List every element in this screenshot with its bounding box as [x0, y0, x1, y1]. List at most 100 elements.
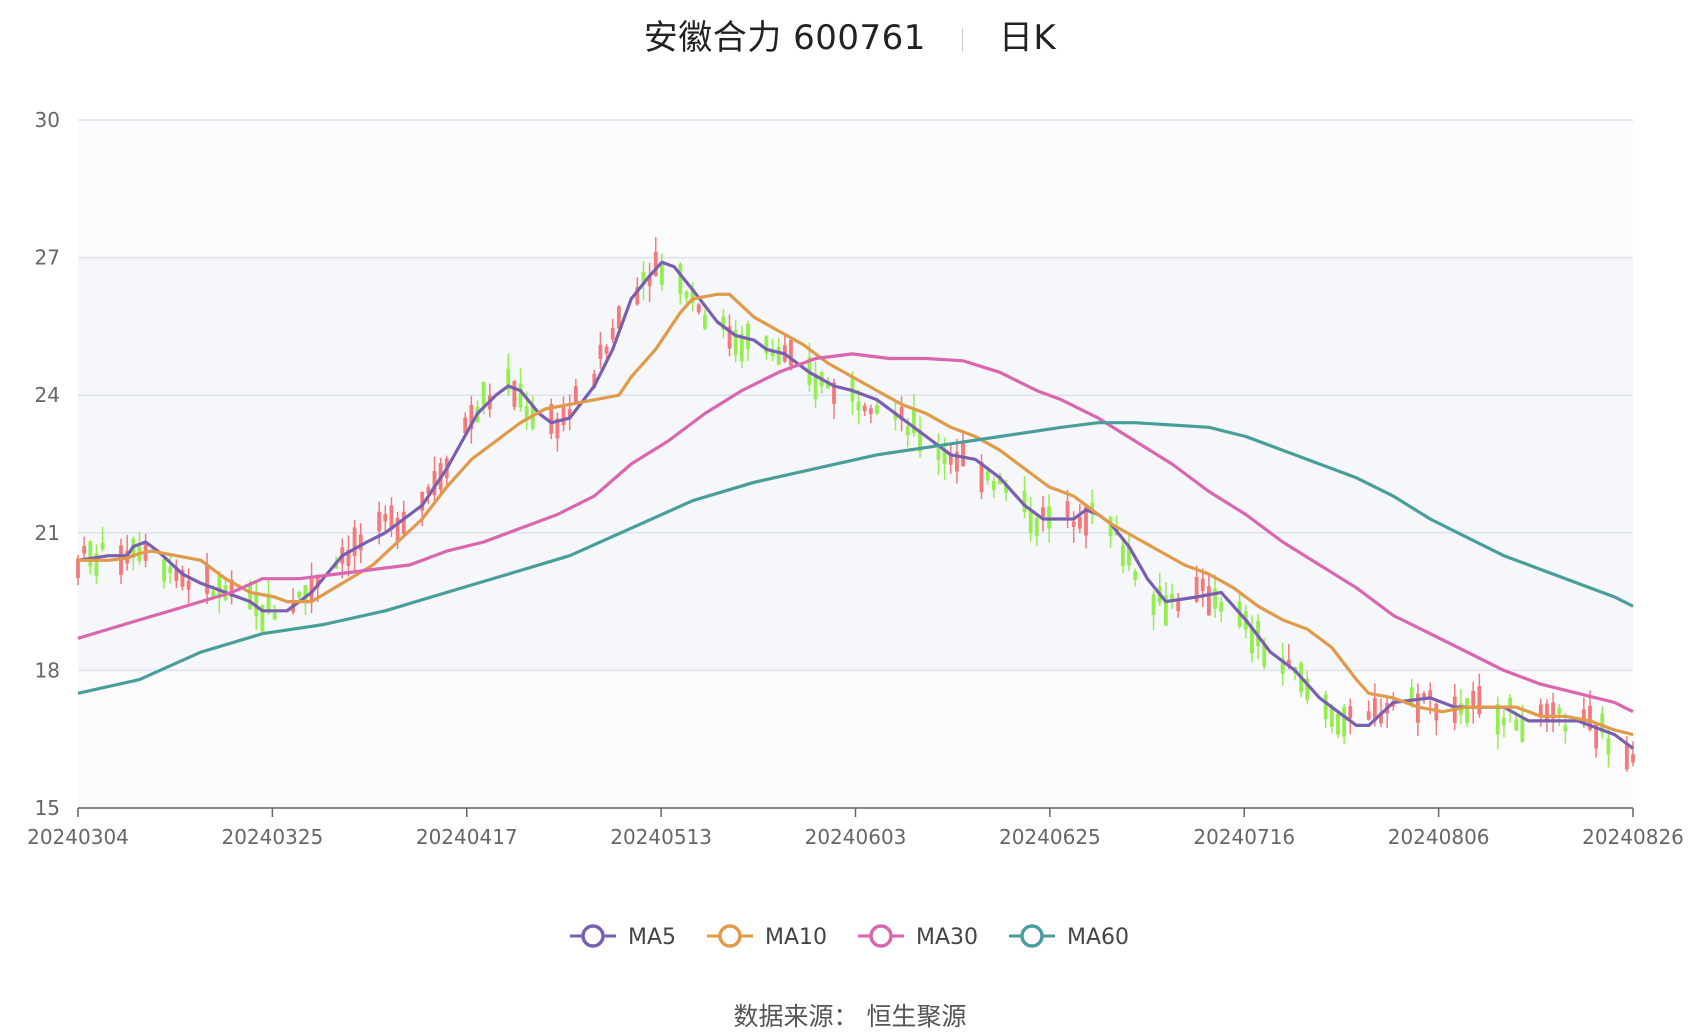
candle-up: [309, 577, 314, 602]
candle-down: [1305, 678, 1310, 700]
candle-down: [211, 590, 216, 598]
candle-down: [1336, 713, 1340, 735]
candle-up: [610, 327, 615, 340]
legend: MA5 MA10 MA30 MA60: [570, 924, 1129, 950]
period-label: 日K: [998, 18, 1057, 58]
candle-down: [1520, 718, 1525, 742]
x-tick-label: 20240325: [221, 825, 323, 849]
candle-up: [1366, 711, 1371, 720]
candle-down: [1047, 506, 1052, 529]
candle-up: [1471, 690, 1476, 709]
candle-up: [635, 287, 640, 305]
candle-down: [875, 405, 879, 414]
candle-up: [358, 534, 363, 551]
candle-up: [647, 276, 652, 287]
candle-down: [1563, 725, 1568, 732]
x-tick-label: 20240716: [1193, 825, 1295, 849]
candle-down: [991, 480, 996, 491]
candle-up: [352, 527, 357, 556]
legend-label-ma10: MA10: [765, 925, 827, 950]
x-tick-label: 20240625: [999, 825, 1101, 849]
candle-down: [690, 291, 695, 303]
candle-down: [297, 591, 302, 598]
x-tick-label: 20240417: [416, 825, 518, 849]
candle-down: [856, 401, 861, 411]
candle-up: [1200, 578, 1205, 592]
candle-up: [1594, 724, 1599, 749]
candle-down: [1329, 707, 1334, 727]
y-tick-label: 24: [35, 383, 60, 407]
x-tick-label: 20240826: [1582, 825, 1684, 849]
candle-down: [764, 336, 769, 354]
legend-label-ma60: MA60: [1067, 925, 1129, 950]
candle-down: [248, 583, 253, 610]
plot-bands: [78, 120, 1633, 808]
plot-band: [78, 395, 1633, 533]
candle-down: [168, 566, 173, 574]
candle-down: [217, 575, 222, 599]
candle-down: [739, 333, 744, 362]
y-tick-label: 27: [35, 246, 60, 270]
candle-up: [377, 511, 382, 532]
legend-marker-ma10: [718, 924, 742, 948]
y-axis: 15 18 21 24 27 30: [35, 108, 60, 820]
candle-up: [1588, 705, 1592, 730]
candle-down: [1120, 544, 1125, 567]
candle-up: [555, 418, 560, 439]
candle-down: [1465, 698, 1469, 723]
candle-down: [1514, 719, 1519, 731]
candle-down: [721, 316, 726, 330]
legend-marker-ma5: [581, 924, 605, 948]
plot-band: [78, 120, 1633, 258]
candle-up: [1071, 521, 1076, 527]
candle-up: [573, 386, 578, 403]
candle-up: [463, 417, 468, 434]
candle-down: [94, 553, 99, 576]
candle-down: [1502, 717, 1506, 726]
candle-up: [315, 575, 320, 588]
line-ma10: [78, 292, 1634, 737]
candle-up: [948, 454, 953, 465]
candle-up: [727, 326, 732, 349]
plot-band: [78, 670, 1633, 808]
candle-up: [653, 251, 658, 277]
x-tick-label: 20240603: [805, 825, 907, 849]
candle-down: [1004, 484, 1008, 493]
candle-up: [1372, 698, 1377, 721]
y-tick-label: 15: [35, 796, 60, 820]
candle-up: [598, 344, 603, 359]
candle-up: [1348, 706, 1353, 719]
candle-up: [1065, 501, 1070, 517]
candle-down: [100, 542, 105, 550]
candle-down: [942, 450, 947, 465]
candle-down: [1342, 706, 1347, 737]
candle-up: [1538, 704, 1543, 716]
candle-down: [1034, 518, 1039, 536]
candle-down: [659, 263, 664, 285]
candle-up: [561, 406, 566, 426]
candle-up: [1084, 506, 1088, 536]
candle-up: [1624, 743, 1629, 770]
candle-up: [1631, 754, 1635, 763]
candle-down: [1028, 511, 1033, 533]
candle-up: [432, 471, 437, 496]
candle-up: [1379, 712, 1383, 724]
candle-up: [1176, 601, 1181, 612]
candle-up: [1286, 659, 1291, 667]
candle-down: [918, 429, 922, 452]
candle-up: [862, 405, 867, 412]
legend-marker-ma30: [869, 924, 893, 948]
legend-label-ma5: MA5: [628, 925, 676, 950]
candle-up: [420, 491, 425, 511]
candle-down: [733, 329, 738, 356]
candle-down: [776, 346, 781, 366]
candle-up: [186, 580, 191, 590]
candle-down: [518, 383, 523, 408]
candle-down: [1262, 645, 1267, 667]
candle-up: [1434, 704, 1439, 721]
candle-up: [1477, 686, 1482, 715]
candle-up: [174, 567, 179, 581]
title-separator: [961, 27, 963, 52]
candle-up: [979, 461, 984, 493]
candle-down: [1495, 704, 1500, 735]
